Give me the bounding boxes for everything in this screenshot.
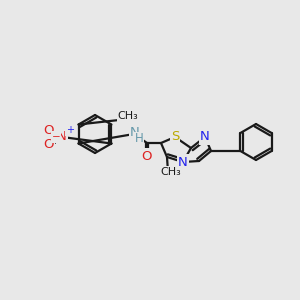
Text: N: N bbox=[178, 155, 188, 169]
Text: O: O bbox=[44, 124, 54, 136]
Text: N: N bbox=[200, 130, 210, 143]
Text: +: + bbox=[66, 125, 74, 135]
Text: S: S bbox=[171, 130, 179, 143]
Text: CH₃: CH₃ bbox=[160, 167, 182, 177]
Text: CH₃: CH₃ bbox=[118, 111, 138, 121]
Text: O: O bbox=[44, 137, 54, 151]
Text: O: O bbox=[142, 149, 152, 163]
Text: N: N bbox=[57, 130, 67, 143]
Text: −: − bbox=[52, 132, 60, 142]
Text: H: H bbox=[135, 133, 143, 146]
Text: N: N bbox=[130, 125, 140, 139]
